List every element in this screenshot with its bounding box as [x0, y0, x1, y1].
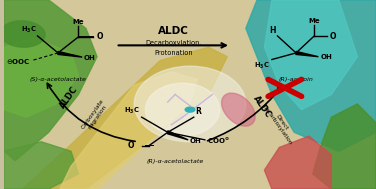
Text: O: O: [96, 32, 103, 41]
Polygon shape: [264, 0, 358, 110]
Text: $\mathbf{H_3C}$: $\mathbf{H_3C}$: [124, 106, 140, 116]
Text: H: H: [269, 26, 276, 35]
Polygon shape: [264, 136, 331, 189]
Text: OH: OH: [189, 138, 201, 144]
Text: ALDC: ALDC: [58, 84, 80, 110]
Text: $\mathbf{H_3C}$: $\mathbf{H_3C}$: [255, 60, 270, 71]
Ellipse shape: [221, 93, 255, 126]
Text: R: R: [196, 107, 202, 116]
Text: $\ominus$OOC: $\ominus$OOC: [6, 57, 30, 66]
Polygon shape: [296, 51, 318, 57]
Text: Direct
decarboxylation: Direct decarboxylation: [261, 101, 297, 146]
Ellipse shape: [0, 21, 45, 47]
Polygon shape: [4, 38, 79, 117]
Polygon shape: [4, 0, 97, 161]
Text: ALDC: ALDC: [158, 26, 189, 36]
Polygon shape: [168, 131, 188, 140]
Text: (R)-α-acetolactate: (R)-α-acetolactate: [147, 159, 204, 164]
Text: O: O: [329, 32, 336, 41]
Text: COO$\mathbf{^{\ominus}}$: COO$\mathbf{^{\ominus}}$: [207, 135, 229, 146]
Text: OH: OH: [84, 55, 96, 61]
Text: (R)-acetoin: (R)-acetoin: [279, 77, 314, 82]
Text: Protonation: Protonation: [154, 50, 193, 56]
Text: ALDC: ALDC: [252, 94, 273, 120]
Text: Decarboxylation,: Decarboxylation,: [145, 40, 202, 46]
Circle shape: [185, 107, 195, 112]
Text: Me: Me: [73, 19, 84, 25]
Polygon shape: [4, 142, 79, 189]
Polygon shape: [60, 72, 197, 189]
Text: (S)-α-acetolactate: (S)-α-acetolactate: [30, 77, 86, 82]
Text: OH: OH: [320, 54, 332, 60]
Polygon shape: [313, 104, 376, 189]
Polygon shape: [23, 47, 227, 189]
Polygon shape: [246, 0, 376, 151]
Text: O: O: [128, 141, 134, 150]
Text: Carboxylate
migration: Carboxylate migration: [80, 98, 110, 133]
Polygon shape: [58, 51, 82, 57]
Ellipse shape: [146, 83, 220, 136]
Text: Me: Me: [308, 18, 320, 24]
Text: $\mathbf{H_3C}$: $\mathbf{H_3C}$: [21, 25, 36, 35]
FancyBboxPatch shape: [4, 0, 376, 189]
Ellipse shape: [134, 66, 246, 142]
